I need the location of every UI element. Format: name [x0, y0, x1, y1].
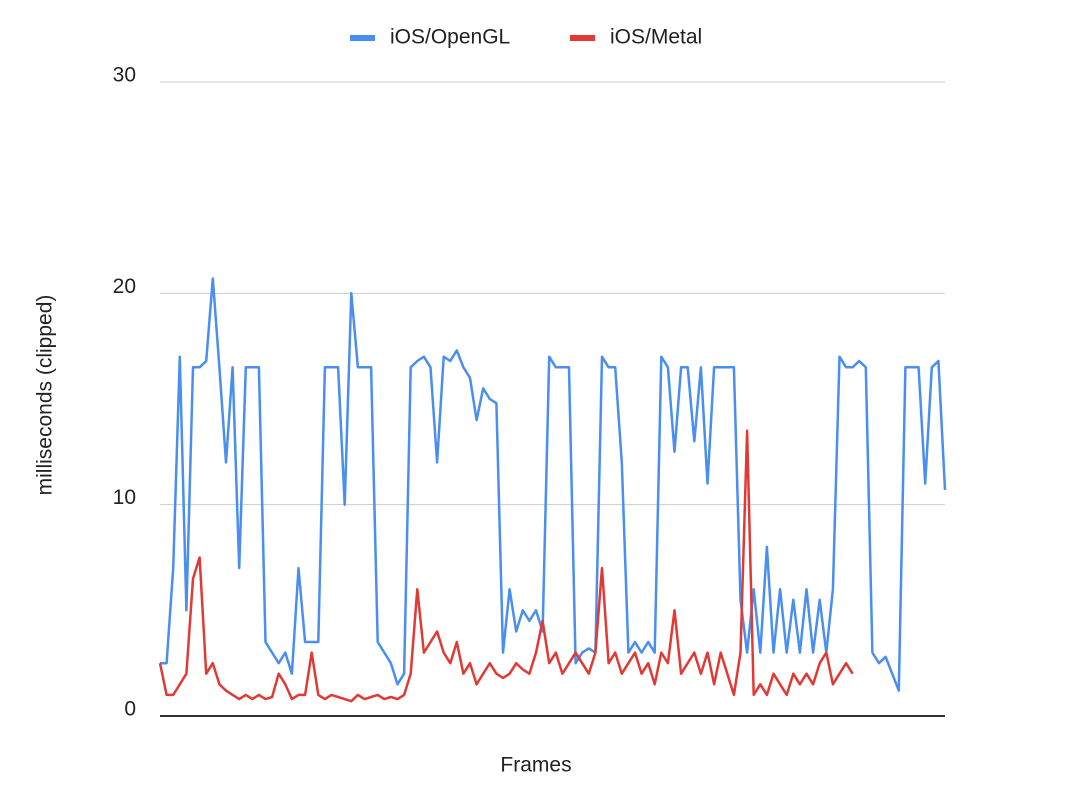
y-tick-label: 0 — [124, 698, 136, 721]
legend-label: iOS/OpenGL — [390, 26, 510, 49]
y-tick-label: 10 — [113, 486, 136, 509]
series-line — [158, 429, 854, 703]
legend-label: iOS/Metal — [610, 26, 702, 49]
y-tick-label: 20 — [113, 275, 136, 298]
x-axis-label: Frames — [500, 754, 571, 777]
y-axis-label: milliseconds (clipped) — [34, 295, 57, 496]
y-tick-label: 30 — [113, 64, 136, 87]
series-line — [160, 277, 947, 692]
